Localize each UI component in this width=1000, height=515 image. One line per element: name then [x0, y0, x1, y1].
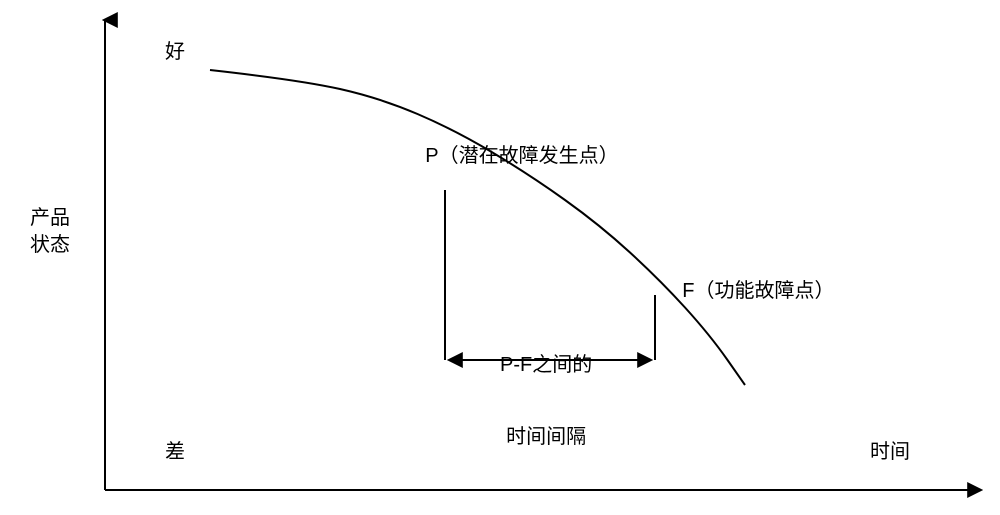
interval-label-line1: P-F之间的 [500, 353, 592, 377]
interval-label-line2: 时间间隔 [500, 425, 592, 449]
y-axis-title: 产品 状态 [30, 205, 70, 259]
point-p-desc: （潜在故障发生点） [439, 145, 619, 167]
pf-curve-chart: 产品 状态 好 差 时间 P（潜在故障发生点） F（功能故障点） P-F之间的 … [0, 0, 1000, 515]
interval-label: P-F之间的 时间间隔 [500, 305, 592, 497]
y-axis-title-line2: 状态 [30, 232, 70, 259]
y-axis-title-line1: 产品 [30, 205, 70, 232]
point-p-letter: P [425, 145, 438, 167]
point-p-label: P（潜在故障发生点） [403, 120, 619, 192]
y-tick-good: 好 [165, 40, 185, 64]
pf-curve [210, 70, 745, 385]
point-f-letter: F [682, 280, 694, 302]
y-tick-bad: 差 [165, 440, 185, 464]
x-axis-title: 时间 [870, 440, 910, 464]
point-f-label: F（功能故障点） [660, 255, 834, 327]
point-f-desc: （功能故障点） [694, 280, 834, 302]
